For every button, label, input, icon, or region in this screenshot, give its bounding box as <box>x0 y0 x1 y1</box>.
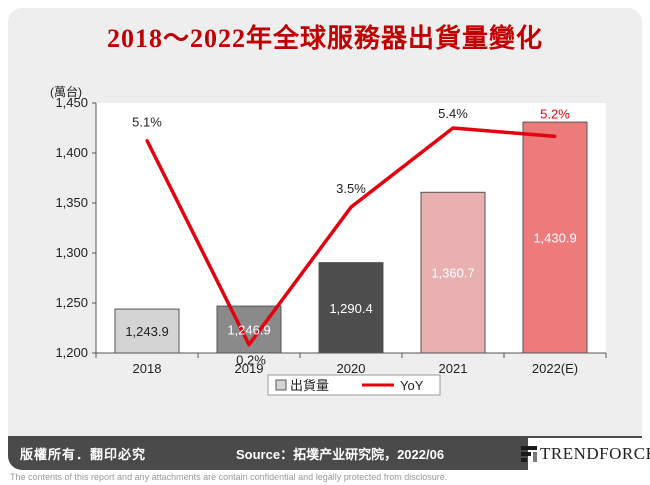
disclaimer-text: The contents of this report and any atta… <box>10 472 448 482</box>
x-tick-label: 2022(E) <box>532 361 578 376</box>
bar-value-label: 1,430.9 <box>533 231 576 246</box>
bar-value-label: 1,360.7 <box>431 266 474 281</box>
yoy-point <box>349 205 353 209</box>
copyright-text: 版權所有．翻印必究 <box>20 447 147 462</box>
yoy-value-label: 3.5% <box>336 181 366 196</box>
y-tick-label: 1,400 <box>55 145 88 160</box>
bar-value-label: 1,246.9 <box>227 323 270 338</box>
brand-box <box>528 438 642 470</box>
data-labels: 1,243.9 1,246.9 1,290.4 1,360.7 1,430.9 5.1% 0… <box>125 106 576 368</box>
y-tick-label: 1,350 <box>55 195 88 210</box>
bar-2022(E) <box>522 121 588 354</box>
yoy-point <box>145 139 149 142</box>
y-tick-label: 1,250 <box>55 295 88 310</box>
yoy-line <box>145 126 557 347</box>
x-tick-label: 2018 <box>133 361 162 376</box>
x-tick-label: 2021 <box>439 361 468 376</box>
y-tick-label: 1,450 <box>55 95 88 110</box>
trendforce-logo-icon <box>521 446 537 462</box>
bar-2020 <box>318 262 384 354</box>
bar-value-label: 1,290.4 <box>329 301 372 316</box>
x-tick-label: 2019 <box>235 361 264 376</box>
bar-2018 <box>114 308 180 354</box>
chart-title: 2018～2022年全球服務器出貨量變化 <box>106 24 543 53</box>
yoy-point <box>247 343 251 347</box>
bars <box>114 121 588 354</box>
yoy-value-label: 0.2% <box>236 353 266 368</box>
legend-box <box>267 374 441 396</box>
bar-2021 <box>420 191 486 354</box>
legend-label-line: YoY <box>400 378 424 393</box>
y-unit-label: (萬台) <box>50 84 82 99</box>
y-tick-label: 1,200 <box>55 345 88 360</box>
x-tick-label: 2020 <box>337 361 366 376</box>
bar-value-label: 1,243.9 <box>125 324 168 339</box>
legend: 出貨量 YoY <box>267 374 441 396</box>
source-text: Source：拓墣产业研究院，2022/06 <box>236 447 445 462</box>
yoy-point <box>553 134 557 138</box>
yoy-value-label: 5.1% <box>132 115 162 130</box>
yoy-value-label: 5.2% <box>540 106 570 121</box>
yoy-point <box>451 126 455 130</box>
yoy-value-label: 5.4% <box>438 106 468 121</box>
axes: 1,200 1,250 1,300 1,350 1,400 1,450(萬台) 2018 20… <box>50 84 607 376</box>
legend-swatch-bar <box>275 379 287 391</box>
brand-name: TRENDFORCE <box>540 444 650 463</box>
legend-label-bar: 出貨量 <box>290 378 329 393</box>
y-tick-label: 1,300 <box>55 245 88 260</box>
